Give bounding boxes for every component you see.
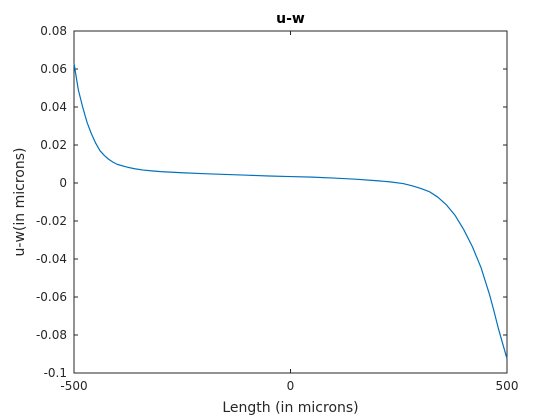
- y-tick-label: 0: [59, 176, 67, 190]
- x-tick-label: 0: [287, 379, 295, 393]
- y-tick-label: -0.02: [36, 214, 67, 228]
- y-tick-label: -0.1: [44, 366, 67, 380]
- chart-title: u-w: [276, 11, 305, 27]
- x-tick-label: 500: [496, 379, 519, 393]
- y-tick-label: 0.06: [40, 62, 67, 76]
- series-line: [73, 63, 508, 359]
- y-axis-label: u-w(in microns): [12, 148, 28, 257]
- y-tick-label: -0.08: [36, 328, 67, 342]
- y-tick-label: 0.08: [40, 24, 67, 38]
- y-tick-label: -0.04: [36, 252, 67, 266]
- y-tick-label: 0.02: [40, 138, 67, 152]
- y-tick-label: 0.04: [40, 100, 67, 114]
- y-tick-label: -0.06: [36, 290, 67, 304]
- plot-area: -500 0 500 -0.1 -0.08 -0.06 -0.04 -0.02 0 0.02 0.0…: [36, 24, 519, 393]
- x-axis-label: Length (in microns): [222, 400, 358, 416]
- x-tick-label: -500: [60, 379, 87, 393]
